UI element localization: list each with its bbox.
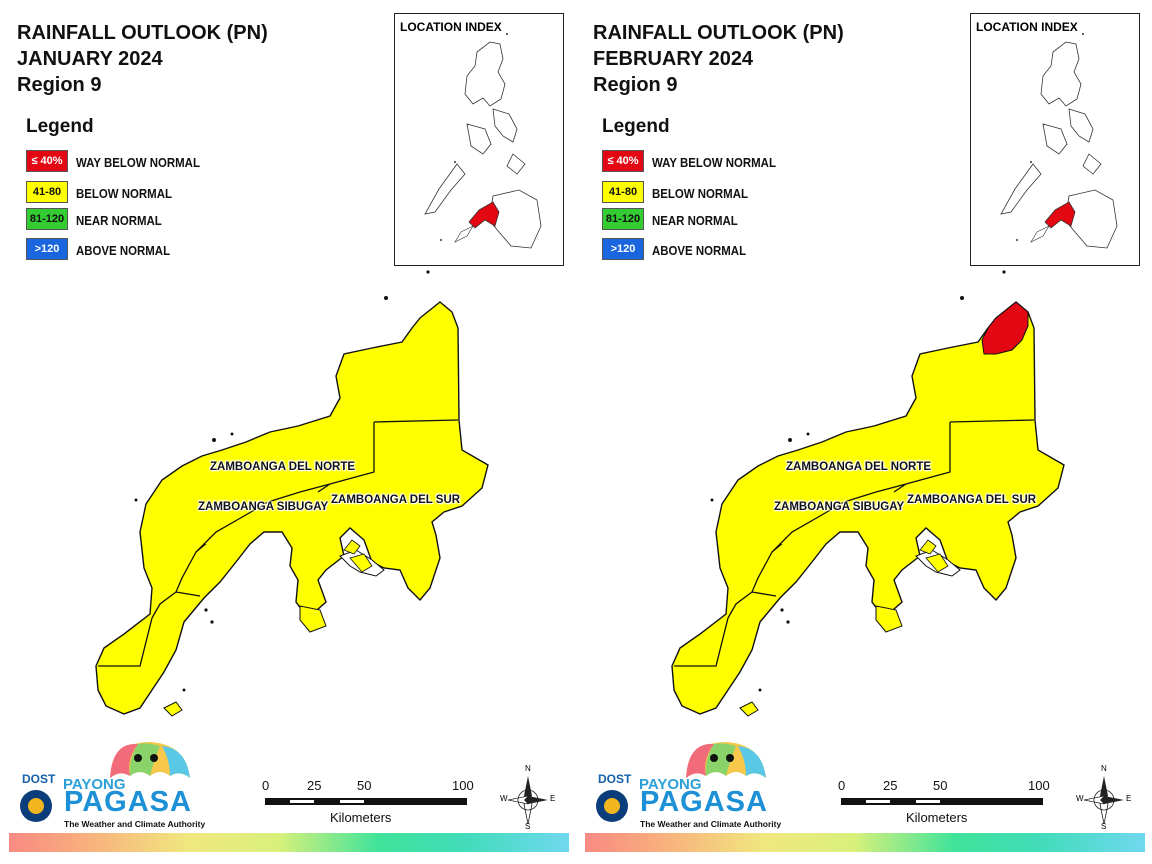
compass-s: S <box>525 822 531 831</box>
pagasa-tagline: The Weather and Climate Authority <box>64 819 206 829</box>
compass-s: S <box>1101 822 1107 831</box>
scale-bar-graphic <box>841 798 1043 805</box>
compass-rose-icon <box>1083 776 1124 825</box>
inset-label: LOCATION INDEX <box>976 20 1078 34</box>
compass-n: N <box>1101 764 1107 773</box>
zamboanga-peninsula-shape <box>671 301 1065 715</box>
title-month: FEBRUARY 2024 <box>593 48 754 70</box>
payong-text: PAYONG <box>63 776 126 793</box>
compass-w: W <box>1076 794 1084 803</box>
scale-tick: 100 <box>452 778 474 793</box>
map-title: RAINFALL OUTLOOK (PN) JANUARY 2024 Regio… <box>17 20 268 98</box>
region-9-map <box>95 270 489 717</box>
scale-tick: 0 <box>262 778 270 793</box>
compass-rose-icon <box>507 776 548 825</box>
compass-e: E <box>550 794 556 803</box>
pagasa-tagline: The Weather and Climate Authority <box>640 819 782 829</box>
label-zamboanga-del-norte: ZAMBOANGA DEL NORTE <box>210 461 356 473</box>
legend-label: WAY BELOW NORMAL <box>76 155 200 170</box>
legend-swatch: >120 <box>602 238 644 260</box>
february-outlook-panel: RAINFALL OUTLOOK (PN) FEBRUARY 2024 Regi… <box>576 0 1152 864</box>
label-zamboanga-sibugay: ZAMBOANGA SIBUGAY <box>774 501 905 513</box>
region-9-highlight <box>1044 201 1076 229</box>
title-line-1: RAINFALL OUTLOOK (PN) <box>593 22 844 44</box>
legend-label: NEAR NORMAL <box>76 213 162 228</box>
legend-label: BELOW NORMAL <box>76 186 172 201</box>
pagasa-logo: DOST PAYONG PAGASA The Weather and Clima… <box>590 740 781 832</box>
title-region: Region 9 <box>593 74 678 96</box>
compass-n: N <box>525 764 531 773</box>
dost-text: DOST <box>22 772 56 786</box>
pagasa-text: PAGASA <box>640 786 768 818</box>
north-arrow: N S W E <box>1076 764 1132 831</box>
legend-label: WAY BELOW NORMAL <box>652 155 776 170</box>
inset-label: LOCATION INDEX <box>400 20 502 34</box>
legend-label: ABOVE NORMAL <box>76 243 171 258</box>
footer-gradient-bar <box>585 833 1145 852</box>
legend-swatch: ≤ 40% <box>26 150 68 172</box>
january-outlook-panel: RAINFALL OUTLOOK (PN) JANUARY 2024 Regio… <box>9 13 569 852</box>
legend-label: NEAR NORMAL <box>652 213 738 228</box>
pagasa-text: PAGASA <box>64 786 192 818</box>
legend-swatch: ≤ 40% <box>602 150 644 172</box>
dost-text: DOST <box>598 772 632 786</box>
philippines-locator-map <box>424 29 542 249</box>
legend-swatch: >120 <box>26 238 68 260</box>
scale-tick: 50 <box>357 778 372 793</box>
umbrella-icon <box>20 742 190 822</box>
legend-swatch: 81-120 <box>26 208 68 230</box>
label-zamboanga-del-sur: ZAMBOANGA DEL SUR <box>331 494 461 506</box>
compass-e: E <box>1126 794 1132 803</box>
location-index-inset: LOCATION INDEX <box>394 13 564 266</box>
scale-tick: 100 <box>1028 778 1050 793</box>
legend-heading: Legend <box>602 116 670 137</box>
umbrella-icon <box>596 742 766 822</box>
scale-tick: 50 <box>933 778 948 793</box>
location-index-inset: LOCATION INDEX <box>970 13 1140 266</box>
way-below-normal-area <box>981 301 1029 355</box>
title-region: Region 9 <box>17 74 102 96</box>
payong-text: PAYONG <box>639 776 702 793</box>
scale-unit: Kilometers <box>906 810 968 825</box>
compass-w: W <box>500 794 508 803</box>
legend-label: ABOVE NORMAL <box>652 243 747 258</box>
legend-label: BELOW NORMAL <box>652 186 748 201</box>
label-zamboanga-sibugay: ZAMBOANGA SIBUGAY <box>198 501 329 513</box>
philippines-locator-map <box>1000 29 1118 249</box>
map-title: RAINFALL OUTLOOK (PN) FEBRUARY 2024 Regi… <box>593 20 844 98</box>
scale-tick: 0 <box>838 778 846 793</box>
title-line-1: RAINFALL OUTLOOK (PN) <box>17 22 268 44</box>
title-month: JANUARY 2024 <box>17 48 163 70</box>
zamboanga-peninsula-shape <box>95 301 489 715</box>
scale-bar-graphic <box>265 798 467 805</box>
north-arrow: N S W E <box>500 764 556 831</box>
legend-swatch: 41-80 <box>26 181 68 203</box>
label-zamboanga-del-sur: ZAMBOANGA DEL SUR <box>907 494 1037 506</box>
scale-bar: 0 25 50 100 Kilometers <box>262 778 474 828</box>
legend-swatch: 41-80 <box>602 181 644 203</box>
scale-unit: Kilometers <box>330 810 392 825</box>
footer-gradient-bar <box>9 833 569 852</box>
scale-tick: 25 <box>307 778 322 793</box>
scale-bar: 0 25 50 100 Kilometers <box>838 778 1050 828</box>
region-9-map <box>671 270 1065 717</box>
pagasa-logo: DOST PAYONG PAGASA The Weather and Clima… <box>14 740 205 832</box>
legend-heading: Legend <box>26 116 94 137</box>
scale-tick: 25 <box>883 778 898 793</box>
label-zamboanga-del-norte: ZAMBOANGA DEL NORTE <box>786 461 932 473</box>
legend-swatch: 81-120 <box>602 208 644 230</box>
region-9-highlight <box>468 201 500 229</box>
